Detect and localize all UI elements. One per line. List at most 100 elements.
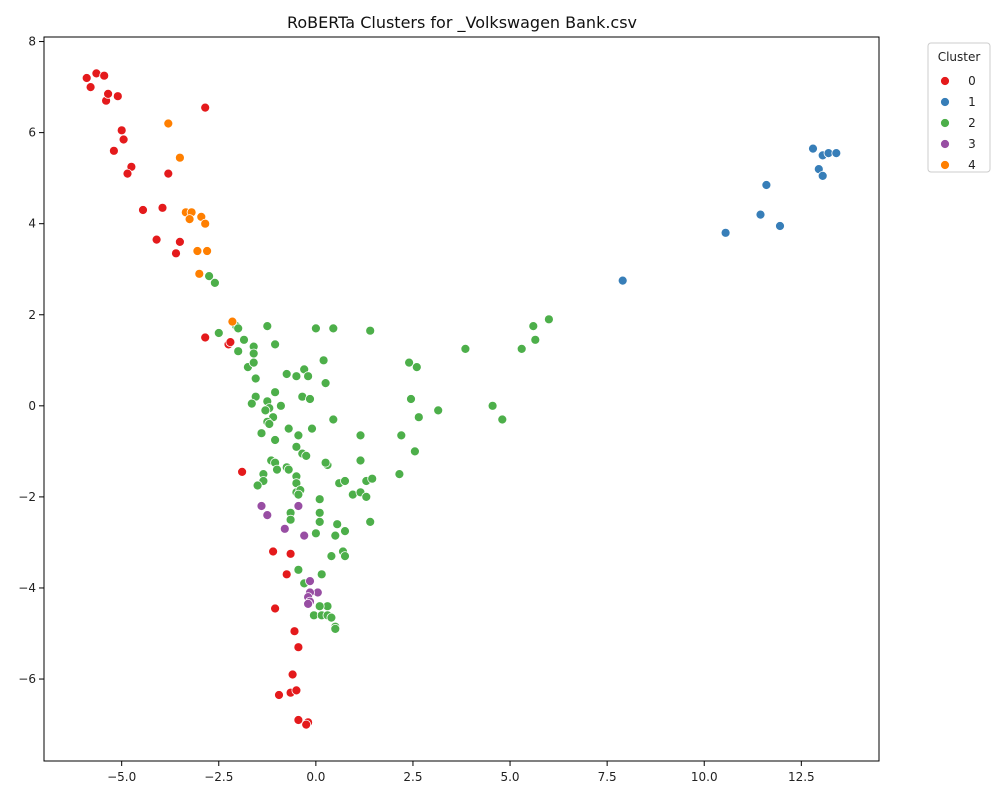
point-cluster-2-14 [310,323,321,334]
point-cluster-0-18 [171,248,181,259]
point-cluster-2-88 [314,601,325,612]
point-cluster-2-84 [293,564,304,575]
legend-marker-1 [940,97,950,107]
legend-label-3: 3 [968,137,976,151]
legend: Cluster 0 1 2 3 4 [927,42,991,173]
x-tick-label: 12.5 [788,770,815,784]
point-cluster-4-0 [163,118,174,129]
point-cluster-3-10 [303,599,314,609]
point-cluster-2-9 [248,348,259,359]
point-cluster-4-8 [202,246,213,256]
point-cluster-2-35 [328,414,339,425]
point-cluster-2-38 [283,423,294,434]
point-cluster-0-31 [291,685,302,696]
point-cluster-2-19 [303,371,314,382]
point-cluster-2-102 [530,334,541,345]
x-tick-label: −5.0 [107,770,136,784]
point-cluster-2-34 [305,394,315,404]
point-cluster-2-95 [460,343,471,354]
point-cluster-0-35 [301,719,312,730]
point-cluster-0-15 [157,202,168,213]
point-cluster-2-82 [340,551,350,561]
point-cluster-2-43 [291,441,302,452]
point-cluster-2-57 [252,480,263,491]
point-cluster-2-20 [291,371,302,382]
chart-title: RoBERTa Clusters for _Volkswagen Bank.cs… [287,13,637,33]
point-cluster-2-104 [516,343,527,354]
point-cluster-2-12 [248,357,259,368]
point-cluster-2-92 [326,612,337,623]
point-cluster-2-66 [367,473,378,484]
point-cluster-2-21 [281,369,292,379]
point-cluster-0-8 [116,125,127,136]
point-cluster-2-54 [409,446,420,457]
point-cluster-0-5 [103,89,113,99]
y-tick-label: −2 [18,490,36,504]
point-cluster-2-6 [239,334,249,345]
point-cluster-3-2 [293,501,304,511]
point-cluster-2-53 [355,455,366,466]
point-cluster-0-10 [109,145,119,156]
point-cluster-2-52 [320,457,331,468]
point-cluster-1-5 [817,170,828,181]
point-cluster-1-8 [775,221,785,231]
point-cluster-2-48 [272,464,282,475]
point-cluster-2-79 [330,530,341,541]
point-cluster-2-96 [404,357,415,368]
point-cluster-1-10 [617,275,628,286]
x-tick-label: −2.5 [204,770,233,784]
point-cluster-2-29 [260,405,271,416]
legend-marker-3 [940,139,950,149]
points-layer [81,68,842,730]
point-cluster-2-99 [413,412,424,423]
point-cluster-0-14 [138,205,148,215]
point-cluster-0-7 [200,102,211,113]
point-cluster-2-32 [264,419,275,429]
point-cluster-2-83 [326,551,337,561]
point-cluster-2-76 [332,519,343,530]
legend-label-4: 4 [968,158,976,172]
point-cluster-2-97 [411,362,422,373]
y-tick-label: 6 [28,126,36,140]
point-cluster-2-39 [293,430,304,441]
legend-marker-0 [940,76,950,86]
x-tick-label: 0.0 [306,770,325,784]
point-cluster-3-4 [299,530,310,541]
point-cluster-0-26 [270,603,281,614]
point-cluster-4-6 [200,218,211,229]
point-cluster-2-27 [275,400,286,411]
point-cluster-2-101 [528,321,539,332]
point-cluster-0-9 [118,134,129,145]
x-tick-label: 10.0 [691,770,718,784]
point-cluster-2-7 [233,346,244,357]
point-cluster-0-0 [81,73,92,83]
point-cluster-2-62 [293,489,304,500]
point-cluster-4-1 [174,152,185,163]
y-tick-label: 2 [28,308,36,322]
y-axis: −6 −4 −2 0 2 4 6 8 [18,35,44,686]
legend-title: Cluster [938,50,981,64]
point-cluster-2-50 [283,464,294,475]
x-tick-label: 5.0 [500,770,519,784]
point-cluster-0-25 [281,569,292,580]
y-tick-label: 8 [28,35,36,49]
x-axis: −5.0 −2.5 0.0 2.5 5.0 7.5 10.0 12.5 [107,761,815,784]
point-cluster-2-37 [270,435,281,445]
point-cluster-1-9 [720,227,731,238]
y-tick-label: −4 [18,581,36,595]
point-cluster-0-22 [237,466,248,477]
point-cluster-2-40 [307,423,317,434]
point-cluster-4-4 [184,214,195,225]
point-cluster-1-7 [755,209,766,220]
point-cluster-2-36 [256,428,267,439]
legend-label-1: 1 [968,95,976,109]
point-cluster-0-1 [85,82,96,92]
point-cluster-2-77 [365,517,376,527]
point-cluster-0-21 [225,337,236,348]
point-cluster-0-27 [289,626,300,637]
point-cluster-2-94 [330,624,341,634]
point-cluster-2-42 [396,430,407,441]
point-cluster-2-67 [394,469,405,480]
point-cluster-2-78 [310,528,321,539]
